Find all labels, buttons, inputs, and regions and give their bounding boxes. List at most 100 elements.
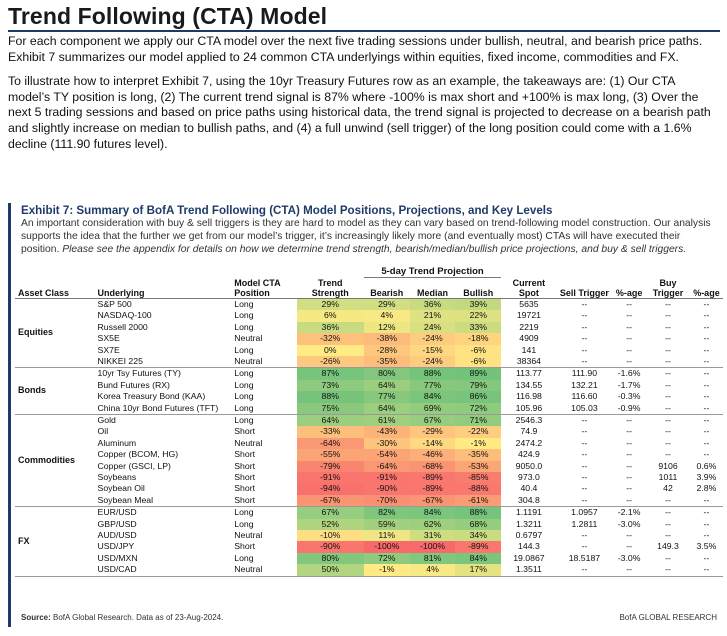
cell-position: Long: [234, 391, 254, 402]
cell-sell-pct: --: [626, 298, 633, 309]
table-row: GBP/USD Long 52% 59% 62% 68% 1.3211 1.2811 -3.0%…: [15, 518, 723, 531]
cell-underlying: SX5E: [97, 333, 120, 344]
cell-sell-trigger: --: [581, 449, 588, 460]
table-row: Commodities Gold Long 64% 61% 67% 71% 2546.3 -- -…: [15, 414, 723, 508]
cell-median: 84%: [409, 391, 456, 403]
table-row: Aluminum Neutral -64% -30% -14% -1% 2474.2 -- --…: [15, 437, 723, 450]
cell-bearish: -54%: [363, 449, 410, 461]
cell-underlying: Copper (GSCI, LP): [97, 460, 171, 471]
cell-underlying: EUR/USD: [97, 507, 137, 518]
cell-buy-trigger: --: [665, 507, 671, 518]
cell-position: Long: [234, 507, 254, 518]
cell-buy-pct: --: [703, 379, 710, 390]
cell-trend-strength: 52%: [296, 518, 364, 531]
spacer-header: [501, 266, 723, 278]
cell-median: 36%: [409, 298, 456, 311]
cell-position: Neutral: [234, 437, 263, 448]
cell-sell-pct: --: [626, 426, 633, 437]
cell-sell-trigger: 116.60: [571, 391, 598, 402]
table-row: Copper (BCOM, HG) Short -55% -54% -46% -35% 42…: [15, 449, 723, 461]
cell-sell-pct: --: [626, 310, 633, 321]
cell-underlying: NASDAQ-100: [97, 310, 152, 321]
cell-position: Short: [234, 471, 256, 482]
table-row: Bonds 10yr Tsy Futures (TY) Long 87% 80% 88% 8…: [15, 367, 723, 415]
cell-underlying: China 10yr Bond Futures (TFT): [94, 402, 232, 415]
cell-median: -89%: [409, 471, 456, 484]
intro-paragraph-1: For each component we apply our CTA mode…: [8, 34, 703, 64]
col-trend-strength: Trend Strength: [296, 277, 364, 299]
cell-buy-trigger: --: [665, 518, 671, 529]
cell-underlying: USD/CAD: [94, 564, 232, 577]
table-row: SX5E Neutral -32% -38% -24% -18% 4909 -- -- -- --: [15, 333, 723, 345]
cell-buy-trigger: --: [665, 552, 671, 563]
cell-sell-trigger: --: [556, 355, 613, 369]
col-position: Model CTA Position: [231, 277, 297, 299]
cell-trend-strength: -91%: [296, 471, 364, 484]
cell-median: -29%: [409, 426, 456, 438]
cell-trend-strength: -26%: [296, 355, 364, 369]
cell-buy-pct: --: [689, 402, 723, 415]
cell-bearish: -100%: [363, 541, 410, 553]
cell-buy-trigger: --: [665, 449, 671, 460]
cell-buy-trigger: --: [665, 344, 671, 355]
cell-sell-pct: --: [626, 541, 633, 552]
cell-bullish: 79%: [455, 379, 502, 392]
col-asset-class: Asset Class: [15, 277, 95, 299]
cell-current-spot: 19.0867: [513, 552, 545, 563]
cell-buy-trigger: --: [665, 530, 671, 541]
cell-buy-trigger: --: [665, 333, 671, 344]
cell-buy-trigger: --: [665, 379, 671, 390]
cell-trend-strength: -32%: [296, 333, 364, 345]
exhibit-desc-italic: Please see the appendix for details on h…: [62, 243, 687, 255]
cell-current-spot: 144.3: [518, 541, 540, 552]
cell-buy-trigger: --: [646, 494, 690, 508]
cell-median: 84%: [409, 506, 456, 519]
cell-buy-pct: --: [703, 437, 710, 448]
cell-sell-pct: --: [612, 564, 647, 577]
cell-trend-strength: 67%: [296, 506, 364, 519]
table-row: Oil Short -33% -43% -29% -22% 74.9 -- -- -- --: [15, 426, 723, 438]
cell-position: Long: [234, 298, 254, 309]
cell-bearish: 80%: [363, 367, 410, 380]
cell-current-spot: 1.3211: [515, 518, 542, 529]
cell-sell-pct: -1.7%: [617, 379, 641, 390]
cell-sell-trigger: --: [581, 460, 588, 471]
cell-buy-pct: --: [703, 552, 710, 563]
cell-median: -24%: [409, 333, 456, 345]
cell-bullish: 33%: [455, 321, 502, 334]
cell-buy-pct: --: [703, 426, 710, 437]
cell-bearish: -1%: [363, 564, 410, 577]
cell-current-spot: 973.0: [518, 471, 540, 482]
cell-median: -24%: [409, 355, 456, 369]
cell-bullish: 34%: [455, 530, 502, 542]
cell-buy-pct: --: [703, 298, 710, 309]
cell-sell-trigger: --: [581, 437, 588, 448]
cell-sell-pct: -3.0%: [617, 552, 641, 563]
cell-current-spot: 19721: [516, 310, 541, 321]
cell-position: Neutral: [234, 333, 263, 344]
cell-trend-strength: 75%: [296, 402, 364, 415]
cell-sell-trigger: --: [581, 530, 588, 541]
cell-buy-trigger: --: [665, 391, 671, 402]
cell-sell-pct: -1.6%: [617, 368, 641, 379]
cell-buy-trigger: --: [646, 355, 690, 369]
cell-asset-class: Equities: [15, 298, 95, 369]
cell-median: -100%: [409, 541, 456, 553]
cell-buy-trigger: --: [665, 414, 671, 425]
cell-median: 62%: [409, 518, 456, 531]
cell-sell-trigger: 111.90: [571, 368, 598, 379]
cell-underlying: Aluminum: [97, 437, 137, 448]
cell-current-spot: 4909: [519, 333, 539, 344]
cell-sell-trigger: 132.21: [571, 379, 598, 390]
cell-buy-pct: --: [703, 518, 710, 529]
cta-summary-table: 5-day Trend Projection Asset Class Under…: [15, 266, 723, 577]
cell-buy-pct: --: [703, 391, 710, 402]
col-bearish: Bearish: [363, 277, 410, 299]
cell-bullish: 22%: [455, 310, 502, 322]
brand-footer: BofA GLOBAL RESEARCH: [619, 613, 717, 622]
cell-sell-trigger: --: [581, 414, 588, 425]
cell-trend-strength: -90%: [296, 541, 364, 553]
cell-bearish: 82%: [363, 506, 410, 519]
cell-sell-pct: -2.1%: [617, 507, 641, 518]
cell-bullish: -6%: [455, 355, 502, 369]
